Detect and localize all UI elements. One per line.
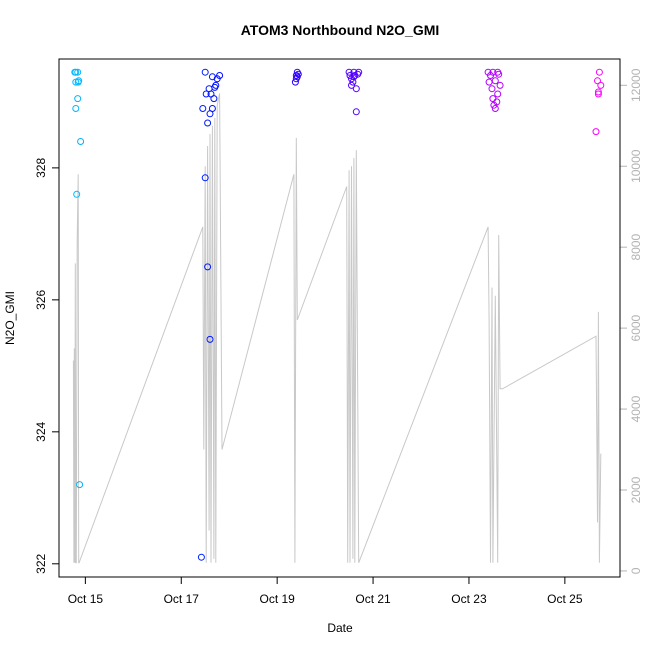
data-point (72, 68, 80, 76)
data-point (594, 88, 602, 96)
data-point (592, 128, 600, 136)
data-point (293, 73, 301, 81)
x-tick-label: Oct 19 (259, 592, 295, 606)
data-point (489, 95, 497, 103)
data-points-layer (71, 68, 605, 561)
x-tick-label: Oct 17 (164, 592, 200, 606)
y2-tick-label: 8000 (629, 234, 643, 261)
x-tick-label: Oct 21 (355, 592, 391, 606)
data-point (212, 81, 220, 89)
data-point (345, 68, 353, 76)
data-point (594, 90, 602, 98)
data-point (74, 68, 82, 76)
x-tick-label: Oct 23 (451, 592, 487, 606)
y2-tick-label: 2000 (629, 476, 643, 503)
data-point (77, 138, 85, 145)
y2-tick-label: 10000 (629, 149, 643, 183)
x-axis-label: Date (327, 621, 353, 635)
data-point (197, 553, 205, 561)
data-point (208, 105, 216, 112)
y2-tick-label: 6000 (629, 314, 643, 341)
y-tick-label: 326 (34, 290, 48, 310)
altitude-line-layer (72, 93, 602, 564)
y2-tick-label: 12000 (629, 68, 643, 102)
data-point (350, 73, 358, 81)
data-point (75, 77, 83, 85)
data-point (201, 174, 209, 182)
y2-tick-label: 0 (629, 567, 643, 574)
chart-title: ATOM3 Northbound N2O_GMI (241, 22, 440, 38)
data-point (352, 85, 360, 93)
data-point (595, 68, 603, 76)
altitude-series-line (72, 93, 602, 564)
data-point (292, 72, 300, 79)
y-tick-label: 322 (34, 553, 48, 573)
data-point (206, 335, 214, 343)
data-point (352, 108, 360, 116)
data-point (491, 77, 499, 85)
data-point (494, 68, 502, 76)
data-point (201, 68, 209, 76)
data-point (76, 481, 84, 489)
data-point (349, 78, 357, 86)
data-point (488, 85, 496, 93)
data-point (485, 78, 493, 86)
data-point (202, 90, 210, 98)
data-point (199, 105, 207, 112)
axes-layer: Oct 15 Oct 17 Oct 19 Oct 21 Oct 23 Oct 25 322 3… (34, 68, 643, 606)
plot-frame (58, 58, 621, 578)
data-point (594, 77, 601, 85)
y-tick-label: 328 (34, 158, 48, 178)
data-point (204, 119, 212, 127)
data-point (350, 68, 358, 76)
y-axis-label: N2O_GMI (3, 291, 17, 345)
x-tick-label: Oct 15 (68, 592, 104, 606)
data-point (494, 90, 502, 98)
data-point (216, 72, 224, 79)
data-point (355, 68, 363, 76)
data-point (74, 95, 82, 103)
data-point (491, 105, 499, 112)
data-point (348, 81, 355, 89)
data-point (72, 105, 80, 112)
data-point (496, 81, 504, 89)
y-tick-label: 324 (34, 421, 48, 441)
data-point (210, 95, 218, 103)
data-point (204, 263, 212, 271)
data-point (597, 81, 605, 89)
x-tick-label: Oct 25 (547, 592, 583, 606)
data-point (73, 190, 81, 198)
y2-tick-label: 4000 (629, 395, 643, 422)
